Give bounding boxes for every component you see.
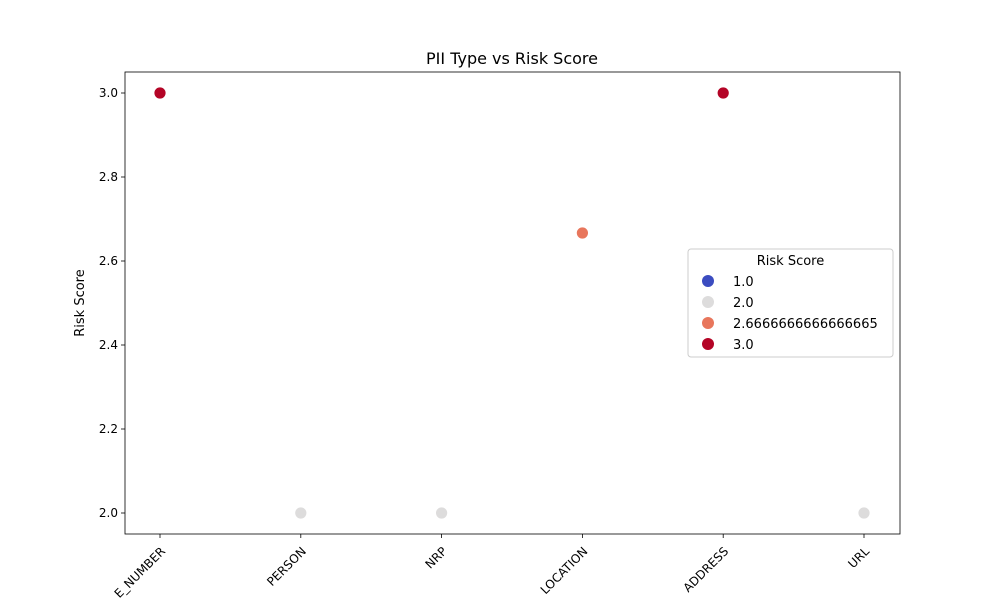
x-tick-label: ADDRESS: [681, 544, 732, 595]
x-tick-label: PERSON: [264, 544, 309, 589]
data-points: [153, 86, 871, 520]
plot-frame: [124, 71, 901, 535]
legend-marker: [702, 317, 714, 329]
x-tick-label: E_NUMBER: [112, 544, 168, 600]
legend-label: 1.0: [733, 275, 754, 290]
data-point: [294, 506, 308, 520]
x-axis: E_NUMBER PERSON NRP LOCATION ADDRESS URL: [112, 534, 872, 600]
legend: Risk Score 1.0 2.0 2.6666666666666665 3.0: [687, 248, 894, 358]
data-point: [857, 506, 871, 520]
x-tick-label: URL: [845, 544, 872, 571]
y-axis: 2.0 2.2 2.4 2.6 2.8 3.0: [99, 86, 125, 520]
data-point: [153, 86, 167, 100]
x-tick-label: NRP: [422, 544, 449, 571]
y-tick-label: 2.6: [99, 254, 118, 268]
x-tick-label: LOCATION: [538, 544, 591, 597]
y-axis-label: Risk Score: [73, 269, 88, 337]
y-tick-label: 2.0: [99, 506, 118, 520]
legend-label: 2.6666666666666665: [733, 317, 878, 332]
data-point: [716, 86, 730, 100]
legend-marker: [702, 338, 714, 350]
data-point: [435, 506, 449, 520]
y-tick-label: 3.0: [99, 86, 118, 100]
legend-label: 3.0: [733, 338, 754, 353]
legend-box: [687, 248, 894, 358]
legend-title: Risk Score: [757, 254, 825, 269]
legend-label: 2.0: [733, 296, 754, 311]
y-tick-label: 2.8: [99, 170, 118, 184]
y-tick-label: 2.2: [99, 422, 118, 436]
data-point: [576, 226, 589, 240]
chart-title: PII Type vs Risk Score: [426, 49, 598, 68]
legend-marker: [702, 296, 714, 308]
y-tick-label: 2.4: [99, 338, 118, 352]
legend-marker: [702, 275, 714, 287]
